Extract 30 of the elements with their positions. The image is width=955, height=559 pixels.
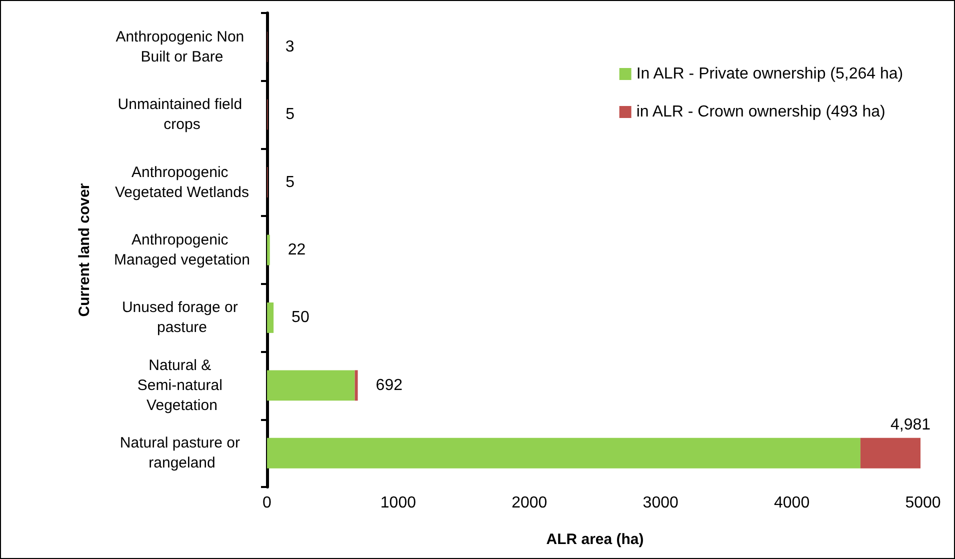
x-tick-label: 2000 <box>512 494 548 512</box>
y-tick-label: Anthropogenic Vegetated Wetlands <box>115 164 249 201</box>
total-label: 5 <box>286 174 295 191</box>
x-axis-title: ALR area (ha) <box>546 531 644 548</box>
bar <box>860 438 921 468</box>
bar <box>267 438 860 468</box>
y-tick-label: Unmaintained field crops <box>118 96 246 134</box>
legend-label: in ALR - Crown ownership (493 ha) <box>636 104 886 120</box>
total-label: 50 <box>292 309 310 326</box>
x-tick-label: 1000 <box>380 494 416 512</box>
legend-label: In ALR - Private ownership (5,264 ha) <box>636 66 904 82</box>
y-axis-title: Current land cover <box>76 183 93 317</box>
y-tick-label: Natural pasture or rangeland <box>120 434 244 472</box>
x-tick-label: 5000 <box>905 494 941 512</box>
bar <box>267 302 274 333</box>
total-label: 692 <box>376 376 403 394</box>
total-label: 3 <box>285 38 294 56</box>
total-label: 5 <box>286 106 295 124</box>
bar <box>354 370 358 401</box>
bar <box>267 234 270 266</box>
bar <box>267 370 355 401</box>
x-tick-label: 3000 <box>642 494 678 512</box>
y-tick-label: Anthropogenic Non Built or Bare <box>116 28 248 66</box>
total-label: 4,981 <box>890 416 931 434</box>
y-tick-label: Anthropogenic Managed vegetation <box>114 232 250 268</box>
x-tick-label: 4000 <box>774 494 810 512</box>
x-tick-label: 0 <box>262 494 272 512</box>
total-label: 22 <box>288 242 306 258</box>
y-tick-label: Natural & Semi-natural Vegetation <box>137 356 227 414</box>
y-tick-label: Unused forage or pasture <box>122 299 242 336</box>
